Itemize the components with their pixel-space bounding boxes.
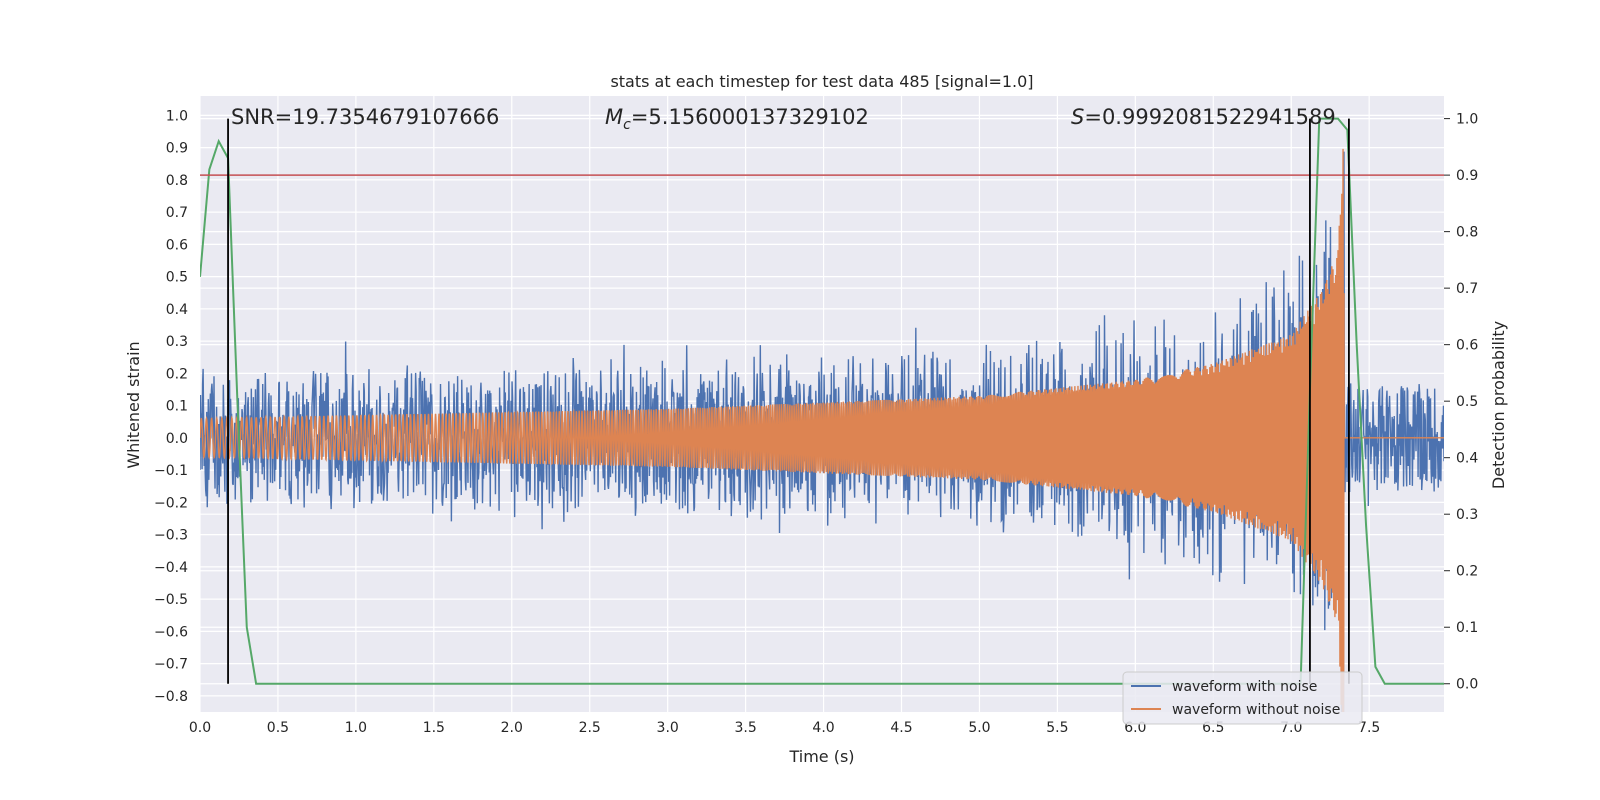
- y-tick-label: 0.5: [166, 270, 188, 286]
- x-tick-label: 7.5: [1358, 720, 1380, 736]
- x-tick-label: 0.5: [267, 720, 289, 736]
- score-value: =0.9992081522941589: [1084, 105, 1335, 129]
- snr-annotation: SNR=19.7354679107666: [231, 105, 499, 129]
- left-axis-ticks: 1.0 0.9 0.8 0.7 0.6 0.5 0.4 0.3 0.2 0.1 0.0 −0.1 −0.…: [154, 108, 188, 705]
- y-tick-label: −0.1: [154, 463, 188, 479]
- y-right-tick-label: 0.2: [1456, 564, 1478, 580]
- series-waveform-without-noise: [200, 148, 1444, 712]
- y-right-tick-label: 0.5: [1456, 394, 1478, 410]
- y-tick-label: −0.3: [154, 528, 188, 544]
- x-tick-label: 2.0: [501, 720, 523, 736]
- x-tick-label: 1.0: [345, 720, 367, 736]
- overlay-lines: [200, 118, 1444, 684]
- y-right-tick-label: 0.9: [1456, 168, 1478, 184]
- y-right-axis-label: Detection probability: [1489, 321, 1508, 489]
- score-symbol: S: [1071, 105, 1084, 129]
- y-right-tick-label: 0.4: [1456, 451, 1478, 467]
- right-axis-ticks: 1.0 0.9 0.8 0.7 0.6 0.5 0.4 0.3 0.2 0.1 0.0: [1444, 112, 1478, 693]
- x-tick-label: 3.0: [657, 720, 679, 736]
- y-right-tick-label: 0.0: [1456, 677, 1478, 693]
- legend: waveform with noise waveform without noi…: [1122, 671, 1363, 725]
- y-tick-label: −0.2: [154, 495, 188, 511]
- x-axis-label: Time (s): [788, 747, 854, 766]
- chirp-mass-annotation: Mc=5.156000137329102: [605, 105, 869, 133]
- clean-waveform-layer: [200, 148, 1444, 712]
- y-tick-label: 0.7: [166, 205, 188, 221]
- y-tick-label: −0.6: [154, 624, 188, 640]
- score-annotation: S=0.9992081522941589: [1071, 105, 1336, 129]
- x-tick-label: 1.5: [423, 720, 445, 736]
- y-tick-label: −0.8: [154, 689, 188, 705]
- chirp-mass-symbol: M: [605, 105, 623, 129]
- y-tick-label: −0.4: [154, 560, 188, 576]
- x-tick-label: 0.0: [189, 720, 211, 736]
- y-right-tick-label: 0.8: [1456, 225, 1478, 241]
- chart-title: stats at each timestep for test data 485…: [610, 72, 1033, 91]
- y-right-tick-label: 0.7: [1456, 281, 1478, 297]
- chirp-mass-value: =5.156000137329102: [631, 105, 869, 129]
- x-tick-label: 5.0: [968, 720, 990, 736]
- legend-box: [1122, 671, 1363, 725]
- y-tick-label: 0.8: [166, 173, 188, 189]
- y-right-tick-label: 0.1: [1456, 620, 1478, 636]
- y-tick-label: 0.3: [166, 334, 188, 350]
- y-tick-label: 0.6: [166, 237, 188, 253]
- legend-label-noise: waveform with noise: [1172, 679, 1317, 695]
- y-tick-label: 0.9: [166, 141, 188, 157]
- y-right-tick-label: 0.6: [1456, 338, 1478, 354]
- y-right-tick-label: 1.0: [1456, 112, 1478, 128]
- y-tick-label: 1.0: [166, 108, 188, 124]
- y-tick-label: 0.0: [166, 431, 188, 447]
- legend-label-clean: waveform without noise: [1172, 702, 1340, 718]
- y-axis-label: Whitened strain: [124, 341, 143, 468]
- x-tick-label: 4.0: [812, 720, 834, 736]
- x-tick-label: 3.5: [734, 720, 756, 736]
- x-tick-label: 2.5: [579, 720, 601, 736]
- y-tick-label: −0.5: [154, 592, 188, 608]
- chirp-mass-subscript: c: [623, 117, 631, 133]
- y-tick-label: 0.2: [166, 366, 188, 382]
- y-right-tick-label: 0.3: [1456, 507, 1478, 523]
- y-tick-label: −0.7: [154, 657, 188, 673]
- y-tick-label: 0.4: [166, 302, 188, 318]
- y-tick-label: 0.1: [166, 399, 188, 415]
- x-tick-label: 5.5: [1046, 720, 1068, 736]
- x-tick-label: 4.5: [890, 720, 912, 736]
